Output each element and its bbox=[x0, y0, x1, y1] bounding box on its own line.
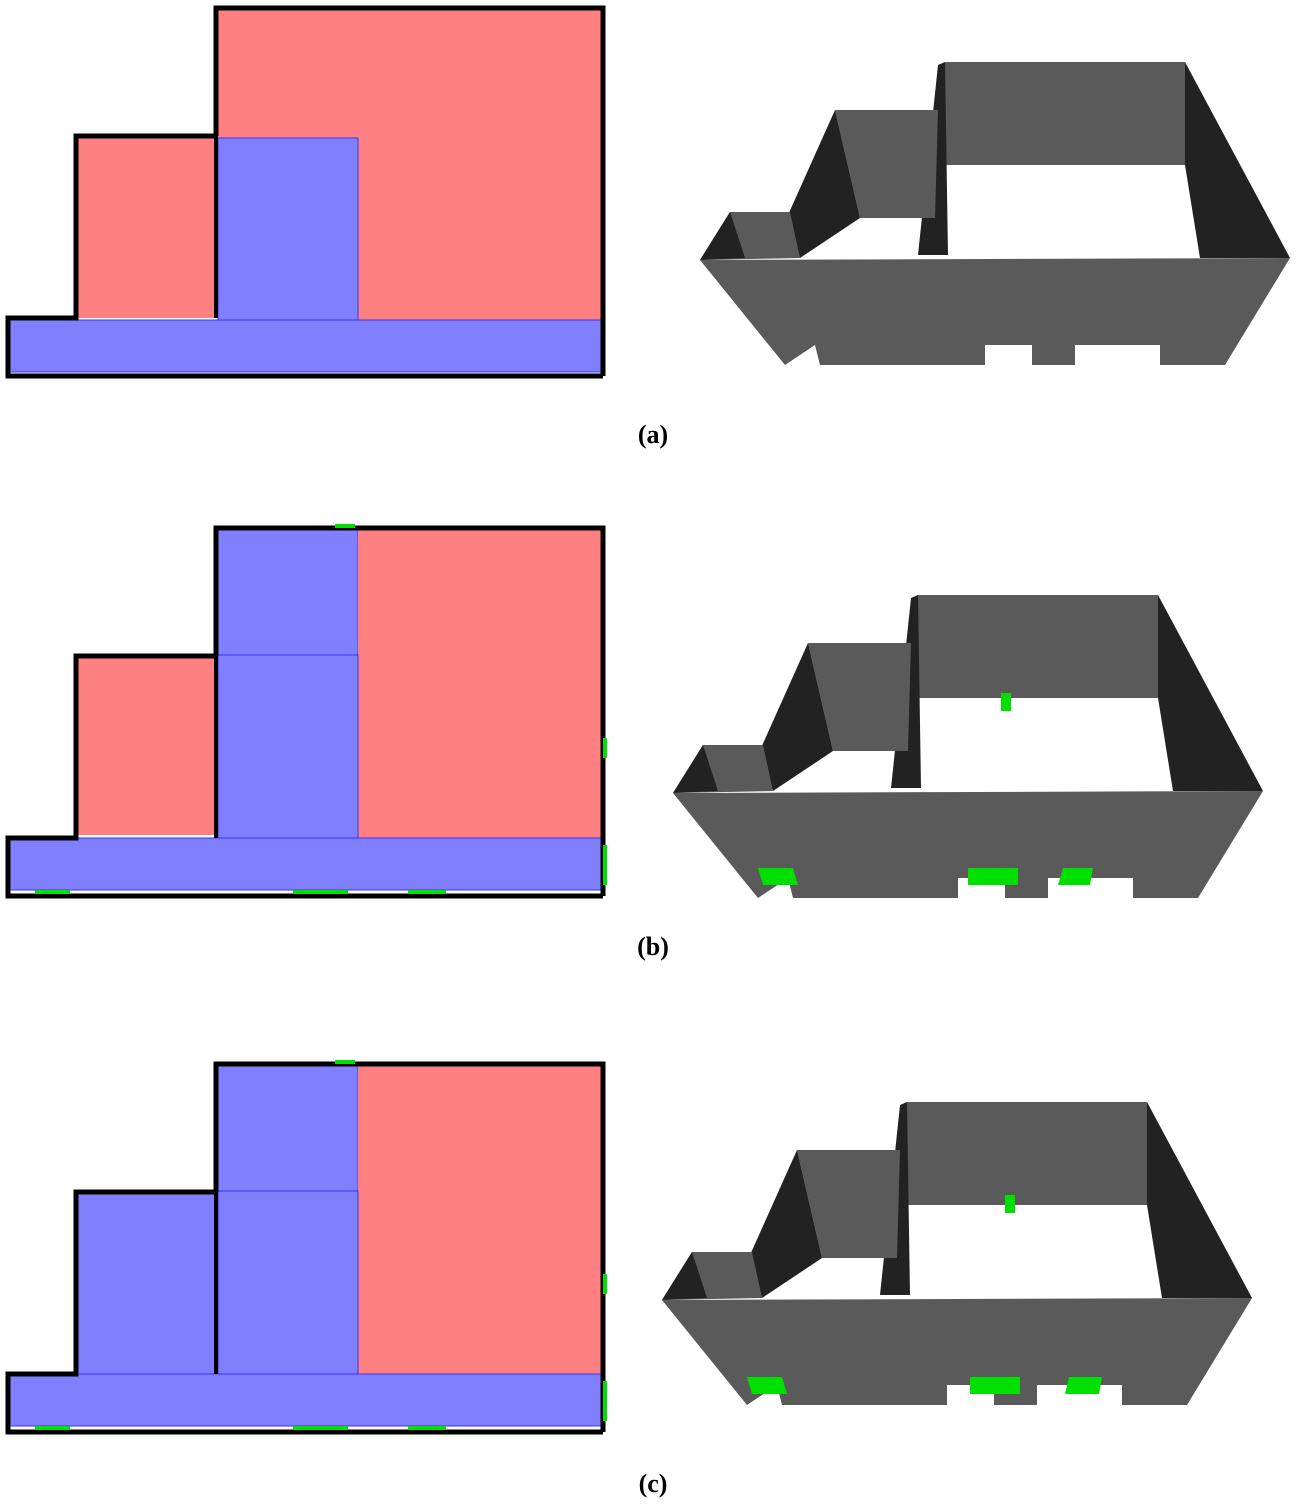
plan-c bbox=[8, 1060, 607, 1432]
plan-b bbox=[8, 524, 607, 896]
figure: (a) (b) (c) bbox=[0, 0, 1306, 1509]
panel-label: (b) bbox=[637, 932, 669, 961]
page-body: (a) (b) (c) (() => { const data = JSON.p… bbox=[0, 0, 1306, 1509]
panel-label: (c) bbox=[639, 1469, 668, 1498]
model-b bbox=[673, 595, 1263, 898]
panel-label: (a) bbox=[638, 420, 668, 449]
model-a bbox=[700, 62, 1290, 365]
plan-a bbox=[8, 8, 603, 376]
page: {"panels": [{"label": "(a)"}, {"label": … bbox=[0, 0, 1306, 1509]
model-c bbox=[662, 1102, 1252, 1405]
